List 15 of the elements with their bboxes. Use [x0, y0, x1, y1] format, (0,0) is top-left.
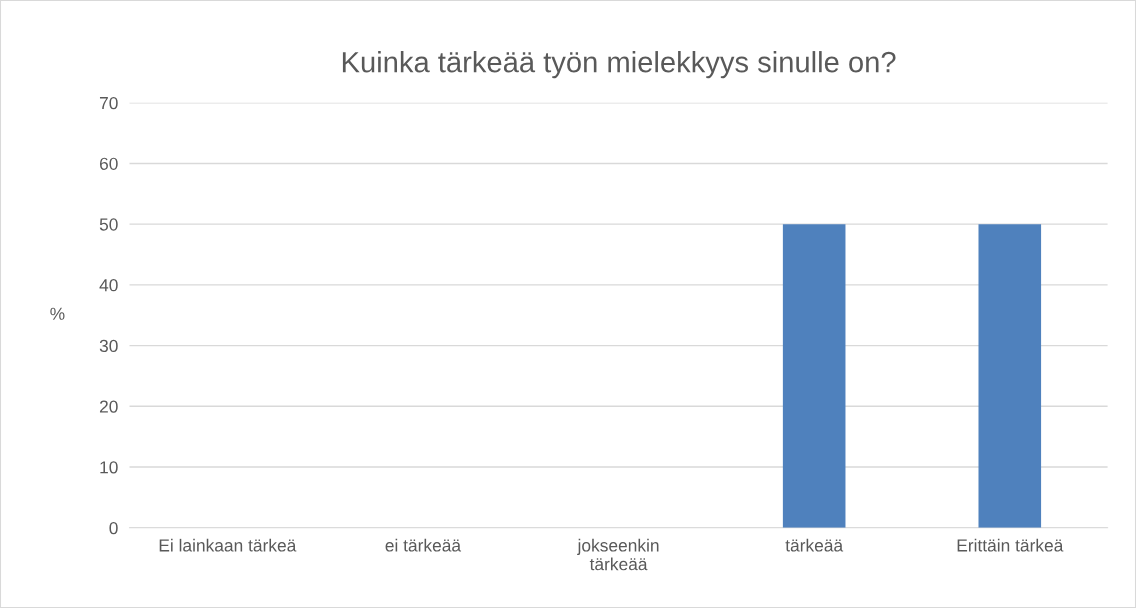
y-tick-label: 30	[99, 339, 118, 353]
x-tick-label: jokseenkin tärkeää	[577, 538, 659, 571]
y-axis-title: %	[50, 307, 65, 320]
y-tick-label: 20	[99, 400, 118, 413]
y-tick-label: 60	[99, 157, 118, 170]
x-tick-label: ei tärkeää	[385, 538, 462, 552]
y-tick-label: 50	[99, 218, 118, 231]
y-tick-label: 40	[99, 279, 118, 292]
x-tick-label: Erittäin tärkeä	[957, 538, 1064, 552]
chart-title: Kuinka tärkeää työn mielekkyys sinulle on?	[342, 51, 896, 79]
x-tick-label: tärkeää	[785, 538, 844, 552]
y-tick-label: 0	[109, 521, 118, 535]
x-tick-label: Ei lainkaan tärkeä	[159, 538, 297, 552]
y-tick-label: 10	[100, 461, 118, 474]
y-tick-label: 70	[99, 96, 118, 110]
